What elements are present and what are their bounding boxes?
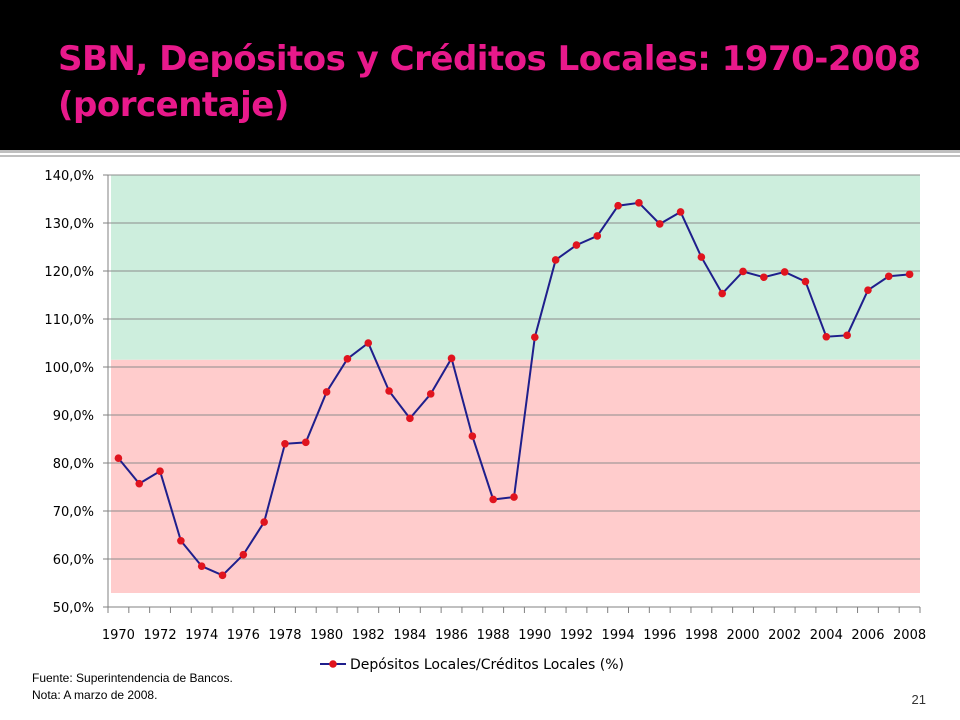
footnote-source: Fuente: Superintendencia de Bancos. [32,671,233,685]
data-point [739,267,747,276]
x-tick-label: 1988 [477,628,510,643]
x-tick-label: 1992 [560,628,593,643]
x-tick-label: 2002 [768,628,801,643]
data-point [239,550,248,559]
data-point [655,220,664,228]
data-point [718,289,727,298]
x-tick-label: 1976 [227,628,260,643]
y-tick-label: 60,0% [53,553,94,568]
x-tick-label: 2000 [726,628,759,643]
x-tick-label: 2004 [810,628,843,643]
x-tick-label: 1970 [102,628,135,643]
data-point [531,333,539,342]
legend-marker-swatch [329,660,337,668]
data-point [364,339,373,347]
y-tick-label: 50,0% [53,601,94,616]
data-point [593,232,602,240]
x-tick-label: 1998 [685,628,718,643]
data-point [801,277,810,286]
data-point [697,253,706,261]
data-point [760,273,768,282]
data-point [864,286,872,294]
data-point [218,571,227,580]
x-tick-label: 1990 [518,628,551,643]
data-point [780,268,789,276]
title-bar [0,0,960,150]
x-tick-label: 2008 [893,628,926,643]
data-point [135,479,144,488]
y-tick-label: 120,0% [44,265,94,280]
x-tick-label: 1980 [310,628,343,643]
line-chart: 50,0% 60,0% 70,0% 80,0% 90,0% 100,0% 110,0% 120… [44,169,926,673]
x-tick-label: 1982 [352,628,385,643]
slide-title: SBN, Depósitos y Créditos Locales: 1970-… [58,39,921,125]
x-tick-label: 1972 [144,628,177,643]
data-point [551,256,560,264]
x-tick-label: 1978 [268,628,301,643]
data-point [510,493,518,501]
data-point [843,331,851,340]
data-point [635,199,643,207]
y-tick-label: 70,0% [53,505,94,520]
data-point [406,414,414,423]
legend-label: Depósitos Locales/Créditos Locales (%) [350,657,624,673]
data-point [905,270,914,279]
data-point [177,536,185,545]
band-above-100 [111,175,920,360]
data-point [447,354,456,363]
data-point [197,562,206,570]
data-point [676,208,685,216]
x-tick-label: 1974 [185,628,218,643]
title-divider-inner [0,153,960,155]
y-tick-label: 140,0% [44,169,94,184]
data-point [468,432,477,440]
x-tick-label: 1986 [435,628,468,643]
data-point [614,201,622,210]
data-point [260,518,268,526]
data-point [489,495,497,504]
data-point [322,388,331,396]
data-point [343,355,352,363]
y-tick-label: 110,0% [44,313,94,328]
page-number: 21 [911,692,926,707]
x-tick-label: 1984 [393,628,426,643]
band-below-100 [111,359,920,593]
data-point [822,332,831,341]
y-tick-label: 100,0% [44,361,94,376]
y-tick-label: 130,0% [44,217,94,232]
data-point [114,454,123,463]
x-tick-label: 1996 [643,628,676,643]
data-point [884,272,893,281]
x-tick-label: 2006 [851,628,884,643]
y-tick-label: 90,0% [53,409,94,424]
data-point [281,440,289,448]
footnote-note: Nota: A marzo de 2008. [32,688,158,702]
data-point [572,241,581,249]
y-tick-label: 80,0% [53,457,94,472]
x-tick-label: 1994 [602,628,635,643]
data-point [301,438,310,447]
data-point [426,390,435,398]
data-point [385,387,393,395]
data-point [156,467,164,475]
